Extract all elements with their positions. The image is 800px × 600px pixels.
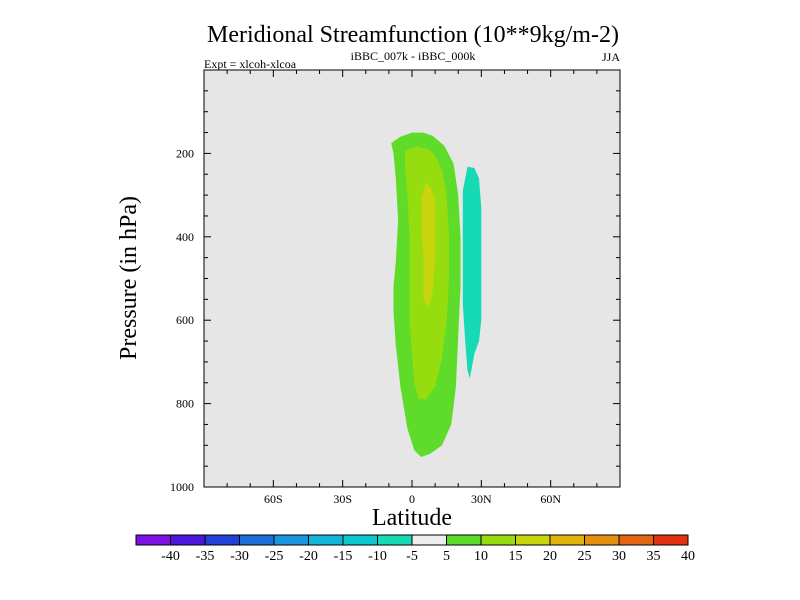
contour-region-2 <box>421 182 436 308</box>
y-axis-label: Pressure (in hPa) <box>116 196 142 360</box>
colorbar-swatch <box>584 534 620 546</box>
y-tick-label: 1000 <box>170 480 194 494</box>
x-tick-label: 30N <box>471 492 492 506</box>
colorbar-label: 5 <box>443 549 450 564</box>
colorbar-label: 15 <box>509 549 523 564</box>
x-axis-label: Latitude <box>372 505 452 531</box>
chart-subtitle: iBBC_007k - iBBC_000k <box>351 49 476 63</box>
colorbar-swatch <box>618 534 654 546</box>
colorbar-swatch <box>204 534 240 546</box>
x-tick-label: 60N <box>540 492 561 506</box>
chart-title: Meridional Streamfunction (10**9kg/m-2) <box>207 22 619 48</box>
colorbar-label: -30 <box>230 549 249 564</box>
y-tick-label: 800 <box>176 397 194 411</box>
colorbar-label: -10 <box>368 549 387 564</box>
right-label: JJA <box>602 50 620 64</box>
colorbar-swatch <box>135 534 171 546</box>
colorbar-label: -15 <box>334 549 353 564</box>
x-tick-labels: 60S 30S 0 30N 60N <box>264 492 561 506</box>
colorbar-swatch <box>273 534 309 546</box>
y-tick-labels: 200 400 600 800 1000 <box>170 146 194 494</box>
colorbar-label: -25 <box>265 549 284 564</box>
colorbar-swatch <box>549 534 585 546</box>
colorbar-label: 35 <box>647 549 661 564</box>
colorbar-label: -5 <box>406 549 418 564</box>
x-tick-label: 60S <box>264 492 283 506</box>
colorbar-swatch <box>653 534 689 546</box>
colorbar-swatch <box>411 534 447 546</box>
y-tick-label: 400 <box>176 230 194 244</box>
colorbar-swatch <box>480 534 516 546</box>
tick-marks <box>203 69 621 488</box>
colorbar-label: 25 <box>578 549 592 564</box>
contour-layer <box>391 132 482 457</box>
colorbar-labels: -40 -35 -30 -25 -20 -15 -10 -5 5 10 15 20 25 30 35 40 <box>161 549 695 564</box>
colorbar-label: -40 <box>161 549 180 564</box>
colorbar-swatch <box>377 534 413 546</box>
colorbar-label: 30 <box>612 549 626 564</box>
contour-region-3 <box>462 166 482 379</box>
colorbar-swatch <box>170 534 206 546</box>
y-tick-label: 200 <box>176 146 194 160</box>
colorbar-label: 10 <box>474 549 488 564</box>
colorbar-swatch <box>515 534 551 546</box>
y-tick-label: 600 <box>176 313 194 327</box>
colorbar-label: -35 <box>196 549 215 564</box>
colorbar-swatch <box>239 534 275 546</box>
x-tick-label: 0 <box>409 492 415 506</box>
colorbar <box>135 534 689 546</box>
colorbar-label: 40 <box>681 549 695 564</box>
colorbar-swatch <box>342 534 378 546</box>
left-label: Expt = xlcoh-xlcoa <box>204 57 297 71</box>
colorbar-label: 20 <box>543 549 557 564</box>
x-tick-label: 30S <box>333 492 352 506</box>
colorbar-label: -20 <box>299 549 318 564</box>
colorbar-swatch <box>308 534 344 546</box>
colorbar-swatch <box>446 534 482 546</box>
